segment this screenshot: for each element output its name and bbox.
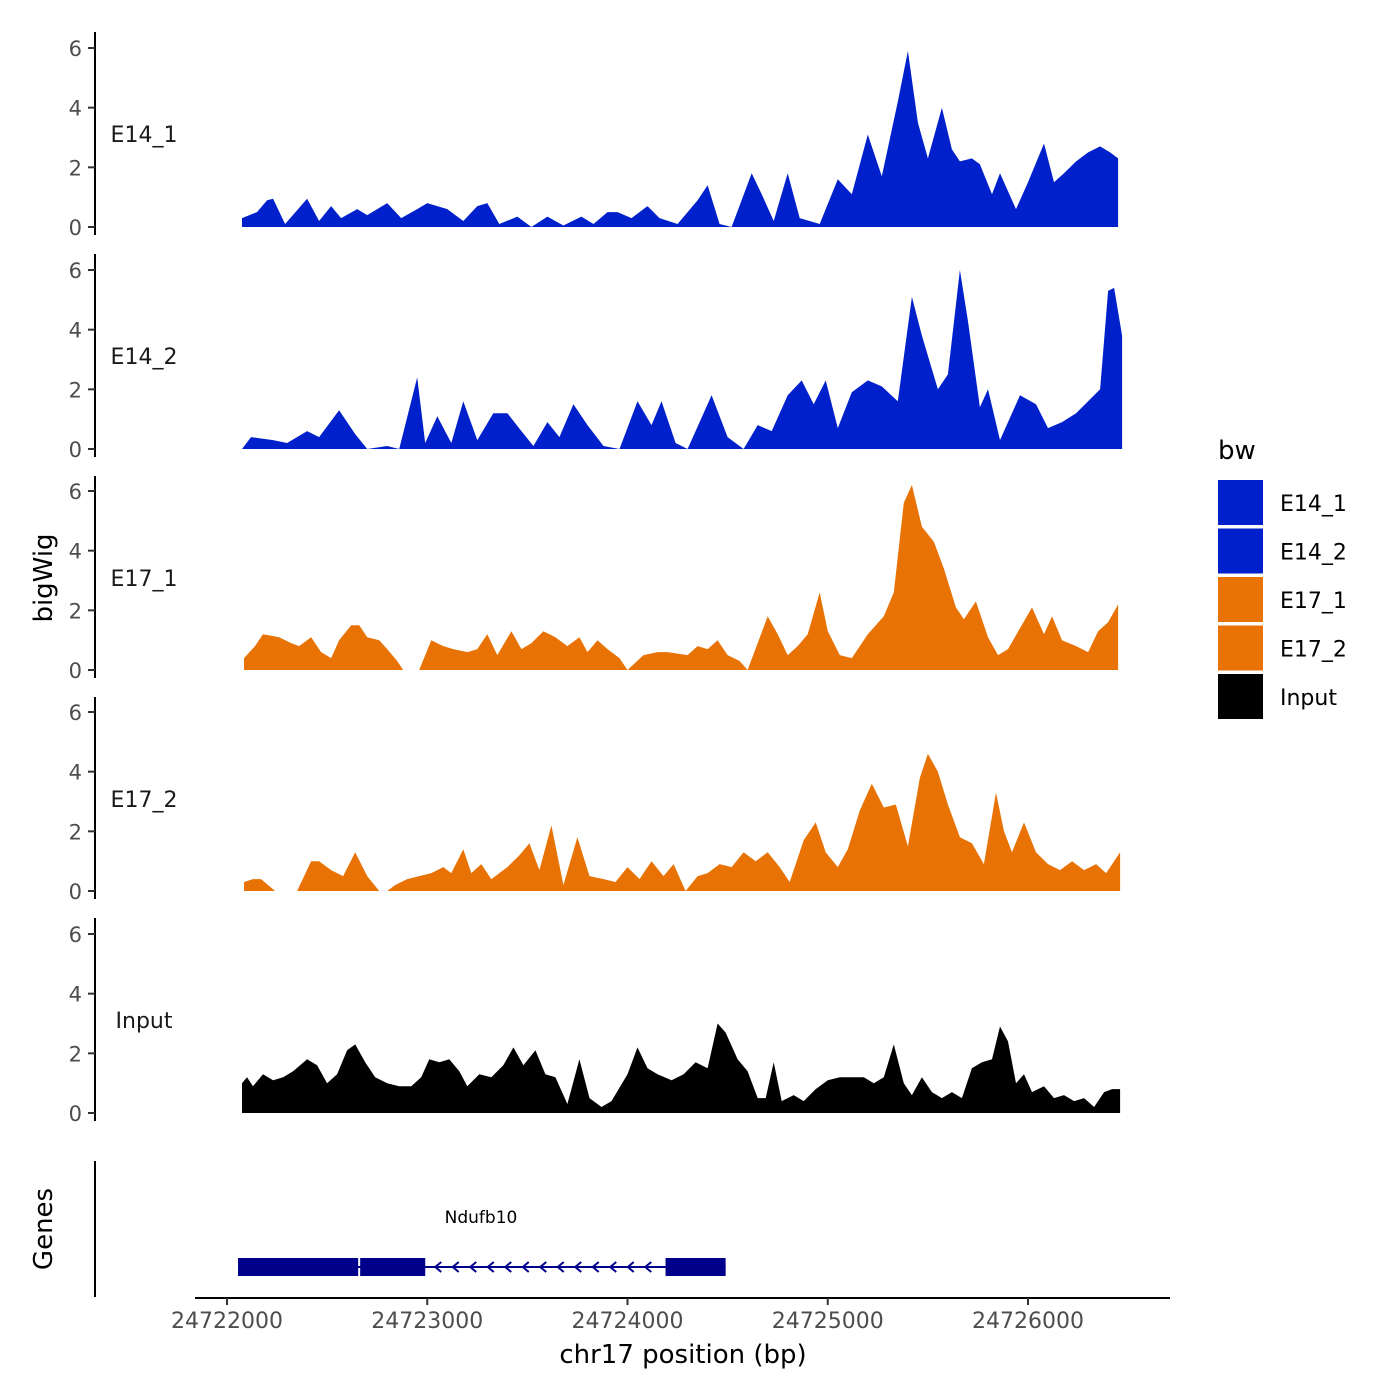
y-tick-label: 4 <box>69 319 82 343</box>
strand-arrow-icon <box>591 1261 600 1273</box>
coverage-tracks: 0 2 4 6 E14_1 0 2 4 6 E14_2 0 2 4 6 E17_1 0 2 4 6 E17_2 0 2 4 6… <box>69 32 1123 1126</box>
legend-label: E14_1 <box>1280 492 1347 517</box>
y-tick-label: 6 <box>69 923 82 947</box>
gene-name-label: Ndufb10 <box>445 1208 518 1228</box>
y-tick-label: 6 <box>69 701 82 725</box>
track-label: E17_2 <box>111 788 178 813</box>
coverage-area-E14_1 <box>242 51 1119 227</box>
y-axis-title: bigWig <box>29 533 59 622</box>
y-tick-label: 0 <box>69 438 82 462</box>
y-tick-label: 4 <box>69 97 82 121</box>
y-tick-label: 4 <box>69 540 82 564</box>
y-tick-label: 6 <box>69 480 82 504</box>
strand-arrow-icon <box>556 1261 565 1273</box>
y-tick-label: 2 <box>69 599 82 623</box>
x-tick-label: 24723000 <box>371 1309 483 1334</box>
strand-arrow-icon <box>608 1261 617 1273</box>
x-axis: 24722000 24723000 24724000 24725000 24726000 <box>171 1297 1170 1334</box>
legend-swatch <box>1218 577 1263 622</box>
strand-arrow-icon <box>538 1261 547 1273</box>
legend-label: E17_1 <box>1280 589 1347 614</box>
genes-axis-title: Genes <box>29 1188 59 1270</box>
track-E14_1: 0 2 4 6 E14_1 <box>69 32 1119 240</box>
x-tick-label: 24724000 <box>572 1309 684 1334</box>
strand-arrow-icon <box>468 1261 477 1273</box>
coverage-area-E17_2 <box>244 753 1121 891</box>
y-tick-label: 2 <box>69 820 82 844</box>
y-tick-label: 4 <box>69 983 82 1007</box>
y-tick-label: 6 <box>69 259 82 283</box>
track-E14_2: 0 2 4 6 E14_2 <box>69 254 1123 462</box>
coverage-area-E14_2 <box>242 270 1123 449</box>
gene-track: Ndufb10 <box>94 1161 726 1297</box>
strand-arrow-icon <box>573 1261 582 1273</box>
strand-arrow-icon <box>451 1261 460 1273</box>
gene-exon-2 <box>360 1258 426 1276</box>
track-Input: 0 2 4 6 Input <box>69 918 1121 1126</box>
coverage-area-E17_1 <box>244 485 1119 670</box>
x-axis-title: chr17 position (bp) <box>559 1340 806 1370</box>
track-label: E14_2 <box>111 345 178 370</box>
strand-arrow-icon <box>626 1261 635 1273</box>
track-label: Input <box>116 1009 173 1034</box>
strand-arrow-icon <box>433 1261 442 1273</box>
y-tick-label: 0 <box>69 1102 82 1126</box>
track-label: E14_1 <box>111 123 178 148</box>
x-tick-label: 24725000 <box>772 1309 884 1334</box>
x-tick-label: 24726000 <box>972 1309 1084 1334</box>
coverage-area-Input <box>242 1023 1121 1113</box>
legend: bw E14_1 E14_2 E17_1 E17_2 Input <box>1218 436 1347 719</box>
strand-arrow-icon <box>521 1261 530 1273</box>
y-tick-label: 6 <box>69 37 82 61</box>
legend-label: E17_2 <box>1280 638 1347 663</box>
legend-swatch <box>1218 528 1263 574</box>
legend-swatch <box>1218 674 1263 719</box>
track-E17_2: 0 2 4 6 E17_2 <box>69 697 1121 904</box>
legend-label: E14_2 <box>1280 541 1347 566</box>
y-tick-label: 2 <box>69 378 82 402</box>
y-tick-label: 2 <box>69 1042 82 1066</box>
y-tick-label: 4 <box>69 761 82 785</box>
y-tick-label: 2 <box>69 156 82 180</box>
strand-arrow-icon <box>486 1261 495 1273</box>
strand-arrow-icon <box>643 1261 652 1273</box>
legend-title: bw <box>1218 436 1256 466</box>
legend-label: Input <box>1280 686 1337 711</box>
track-label: E17_1 <box>111 567 178 592</box>
legend-swatch <box>1218 480 1263 525</box>
y-tick-label: 0 <box>69 216 82 240</box>
track-E17_1: 0 2 4 6 E17_1 <box>69 476 1119 683</box>
gene-exon-1 <box>238 1258 359 1276</box>
y-tick-label: 0 <box>69 880 82 904</box>
legend-swatch <box>1218 625 1263 671</box>
x-tick-label: 24722000 <box>171 1309 283 1334</box>
gene-exon-3 <box>665 1258 726 1276</box>
strand-arrow-icon <box>503 1261 512 1273</box>
y-tick-label: 0 <box>69 659 82 683</box>
